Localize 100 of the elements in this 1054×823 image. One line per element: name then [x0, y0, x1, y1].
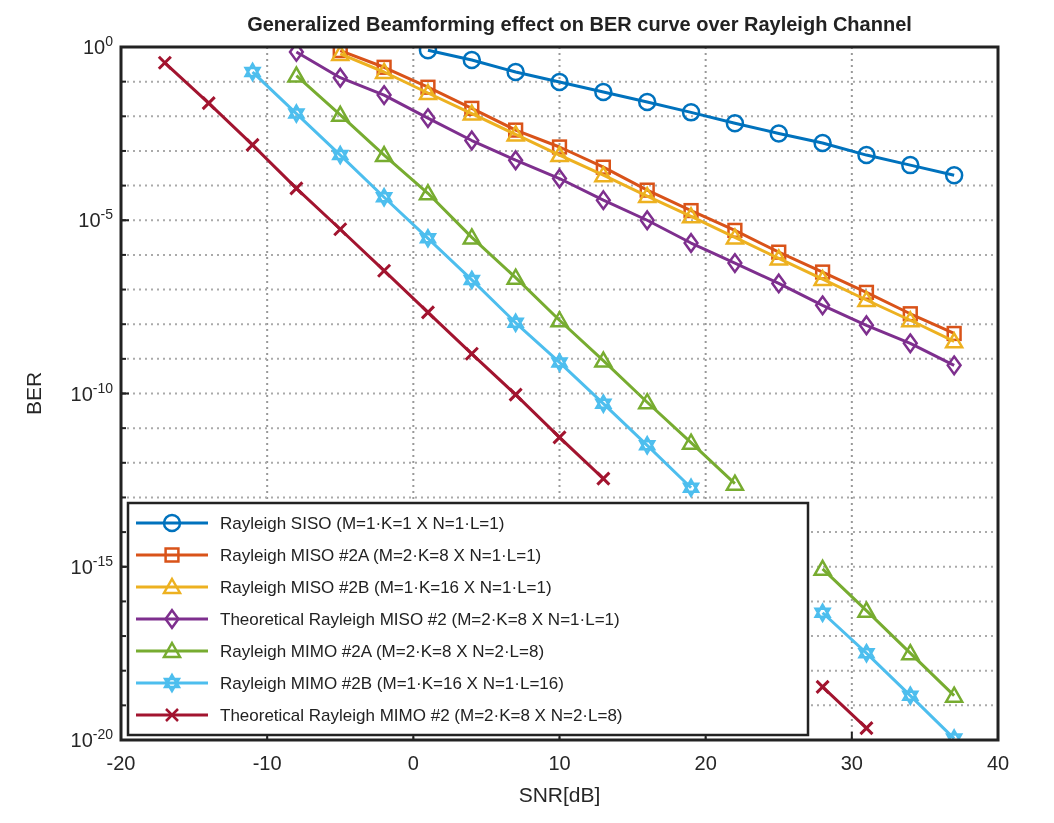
point: [639, 436, 656, 455]
point: [550, 145, 569, 163]
point: [331, 105, 350, 123]
legend-label: Rayleigh MISO #2B (M=1·K=16 X N=1·L=1): [220, 578, 552, 597]
point: [639, 210, 655, 231]
x-tick-label: 30: [840, 752, 863, 774]
point: [332, 221, 348, 237]
point: [902, 686, 919, 705]
point: [418, 83, 438, 101]
point: [506, 62, 525, 82]
point: [725, 114, 745, 133]
point: [375, 188, 393, 207]
point: [462, 50, 482, 70]
point: [376, 263, 392, 279]
point: [857, 290, 876, 308]
point: [681, 433, 701, 450]
point: [683, 232, 699, 254]
point: [418, 184, 438, 201]
point: [858, 315, 875, 336]
point: [901, 155, 920, 175]
legend-label: Theoretical Rayleigh MISO #2 (M=2·K=8 X N=1·L=1): [220, 610, 620, 629]
point: [464, 346, 480, 362]
x-tick-label: 20: [694, 752, 717, 774]
y-axis-title: BER: [22, 371, 45, 416]
point: [813, 133, 832, 153]
y-tick-label: 10$^{0}$: [82, 33, 114, 58]
point: [376, 85, 392, 106]
point: [462, 104, 482, 121]
point: [858, 720, 874, 736]
point: [858, 643, 875, 663]
point: [637, 92, 657, 112]
point: [814, 295, 831, 316]
point: [201, 95, 217, 111]
legend-label: Rayleigh MIMO #2B (M=1·K=16 X N=1·L=16): [220, 674, 564, 693]
point: [594, 82, 613, 102]
point: [682, 478, 700, 498]
chart-title: Generalized Beamforming effect on BER curve over Rayleigh Channel: [247, 13, 912, 35]
point: [815, 679, 831, 695]
point: [944, 686, 964, 703]
point: [944, 332, 964, 349]
point: [374, 145, 394, 163]
legend-label: Theoretical Rayleigh MIMO #2 (M=2·K=8 X N=2·L=8): [220, 706, 623, 725]
point: [374, 62, 394, 80]
point: [771, 273, 787, 294]
x-tick-label: 0: [407, 752, 419, 774]
point: [813, 269, 832, 287]
point: [506, 125, 525, 142]
legend-label: Rayleigh MISO #2A (M=2·K=8 X N=1·L=1): [220, 546, 542, 565]
y-tick-label: 10$^{-20}$: [70, 726, 114, 751]
y-tick-label: 10$^{-5}$: [78, 206, 114, 232]
point: [594, 165, 613, 183]
point: [464, 130, 480, 151]
x-tick-label: -20: [106, 752, 136, 774]
point: [550, 72, 569, 92]
point: [681, 103, 701, 122]
point: [901, 643, 920, 661]
x-tick-label: 40: [986, 752, 1010, 774]
point: [725, 474, 745, 491]
point: [551, 168, 568, 189]
point: [419, 229, 437, 248]
point: [506, 268, 525, 285]
point: [595, 394, 612, 413]
point: [245, 137, 261, 153]
point: [902, 333, 918, 354]
x-tick-label: -10: [252, 752, 282, 774]
point: [550, 311, 569, 328]
point: [462, 228, 482, 245]
point: [508, 387, 524, 403]
point: [332, 67, 348, 88]
y-tick-label: 10$^{-15}$: [70, 552, 114, 578]
point: [769, 249, 788, 266]
point: [420, 304, 436, 320]
point: [637, 392, 657, 410]
point: [507, 313, 524, 333]
point: [944, 165, 964, 185]
point: [157, 55, 173, 71]
legend-label: Rayleigh SISO (M=1·K=1 X N=1·L=1): [220, 514, 505, 533]
point: [288, 180, 304, 196]
point: [681, 207, 701, 224]
point: [552, 429, 567, 445]
point: [288, 104, 305, 123]
x-axis-title: SNR[dB]: [518, 783, 601, 806]
point: [463, 270, 480, 290]
point: [595, 471, 611, 487]
point: [594, 351, 613, 368]
point: [595, 190, 611, 211]
point: [637, 186, 657, 204]
legend-label: Rayleigh MIMO #2A (M=2·K=8 X N=2·L=8): [220, 642, 545, 661]
point: [551, 353, 568, 372]
x-tick-label: 10: [548, 752, 571, 774]
point: [814, 603, 831, 623]
point: [508, 150, 524, 171]
point: [769, 124, 788, 143]
point: [244, 62, 261, 82]
point: [813, 559, 832, 577]
point: [287, 66, 306, 83]
point: [332, 145, 349, 165]
y-tick-label: 10$^{-10}$: [70, 379, 114, 405]
point: [946, 355, 962, 376]
point: [857, 601, 876, 618]
